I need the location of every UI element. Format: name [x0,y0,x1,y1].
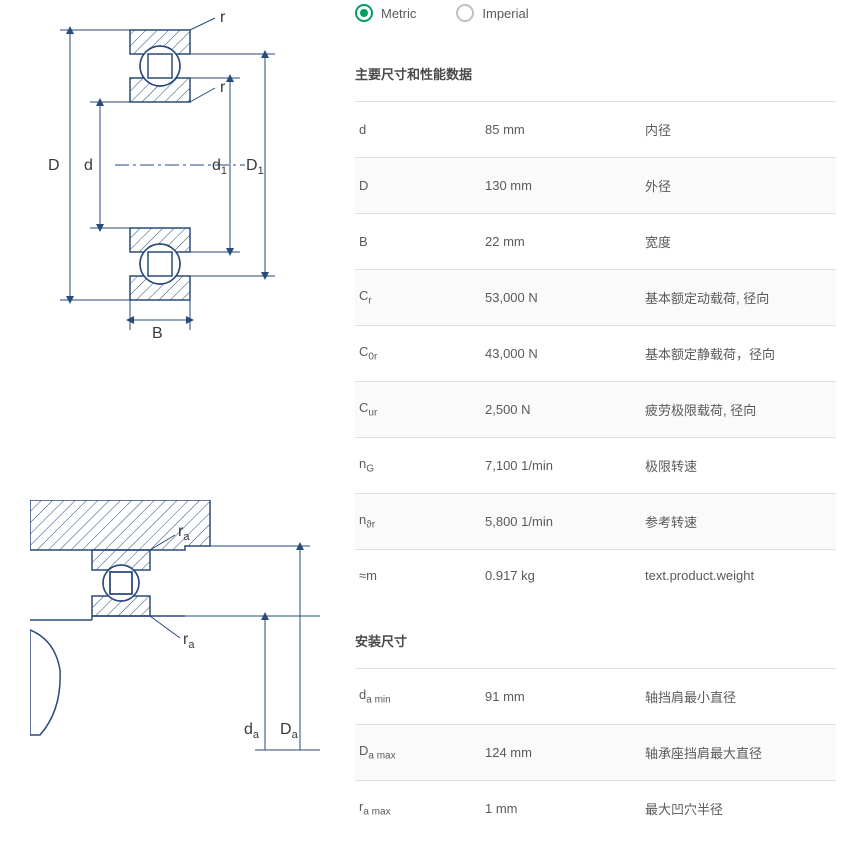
label-D: D [48,157,60,174]
spec-symbol: nϑr [355,494,485,550]
unit-selector: Metric Imperial [355,0,836,34]
spec-row: C0r43,000 N基本额定静载荷，径向 [355,326,836,382]
spec-symbol: d [355,102,485,158]
spec-description: 内径 [645,102,836,158]
spec-symbol: Cur [355,382,485,438]
spec-description: 轴承座挡肩最大直径 [645,725,836,781]
spec-row: B22 mm宽度 [355,214,836,270]
spec-symbol: D [355,158,485,214]
spec-symbol: C0r [355,326,485,382]
spec-value: 124 mm [485,725,645,781]
spec-description: 外径 [645,158,836,214]
spec-description: 基本额定静载荷，径向 [645,326,836,382]
label-d: d [84,157,93,174]
spec-description: 疲劳极限载荷, 径向 [645,382,836,438]
section-title-mounting: 安装尺寸 [355,601,836,668]
spec-symbol: nG [355,438,485,494]
spec-description: 极限转速 [645,438,836,494]
radio-icon [355,4,373,22]
label-ra-bottom: ra [183,631,195,651]
spec-description: 轴挡肩最小直径 [645,669,836,725]
radio-metric-label: Metric [381,6,416,21]
spec-symbol: ra max [355,781,485,837]
spec-value: 53,000 N [485,270,645,326]
label-B: B [152,325,163,340]
mounting-spec-table: da min91 mm轴挡肩最小直径Da max124 mm轴承座挡肩最大直径r… [355,668,836,836]
mounting-row: da min91 mm轴挡肩最小直径 [355,669,836,725]
spec-value: 91 mm [485,669,645,725]
spec-symbol: ≈m [355,550,485,602]
radio-metric[interactable]: Metric [355,4,416,22]
spec-row: ≈m0.917 kgtext.product.weight [355,550,836,602]
radio-icon [456,4,474,22]
spec-value: 85 mm [485,102,645,158]
label-da: da [244,721,260,741]
spec-row: nG7,100 1/min极限转速 [355,438,836,494]
spec-value: 7,100 1/min [485,438,645,494]
spec-value: 5,800 1/min [485,494,645,550]
label-Da: Da [280,721,299,741]
spec-description: 最大凹穴半径 [645,781,836,837]
label-r-inner: r [220,79,226,96]
spec-description: 基本额定动载荷, 径向 [645,270,836,326]
spec-value: 2,500 N [485,382,645,438]
mounting-row: Da max124 mm轴承座挡肩最大直径 [355,725,836,781]
section-title-main: 主要尺寸和性能数据 [355,34,836,101]
radio-imperial-label: Imperial [482,6,528,21]
spec-value: 43,000 N [485,326,645,382]
label-d1: d1 [212,157,227,177]
spec-symbol: da min [355,669,485,725]
label-D1: D1 [246,157,264,177]
spec-description: 参考转速 [645,494,836,550]
spec-description: 宽度 [645,214,836,270]
spec-description: text.product.weight [645,550,836,602]
spec-row: D130 mm外径 [355,158,836,214]
spec-row: d85 mm内径 [355,102,836,158]
spec-row: Cur2,500 N疲劳极限载荷, 径向 [355,382,836,438]
spec-value: 130 mm [485,158,645,214]
spec-row: nϑr5,800 1/min参考转速 [355,494,836,550]
spec-value: 22 mm [485,214,645,270]
radio-imperial[interactable]: Imperial [456,4,528,22]
spec-value: 0.917 kg [485,550,645,602]
mounting-detail-diagram: ra ra da Da [30,500,335,760]
spec-symbol: Da max [355,725,485,781]
spec-symbol: Cr [355,270,485,326]
spec-symbol: B [355,214,485,270]
spec-value: 1 mm [485,781,645,837]
mounting-row: ra max1 mm最大凹穴半径 [355,781,836,837]
label-r-top: r [220,10,226,26]
main-spec-table: d85 mm内径D130 mm外径B22 mm宽度Cr53,000 N基本额定动… [355,101,836,601]
bearing-cross-section-diagram: r r D d d1 [30,10,335,340]
spec-row: Cr53,000 N基本额定动载荷, 径向 [355,270,836,326]
